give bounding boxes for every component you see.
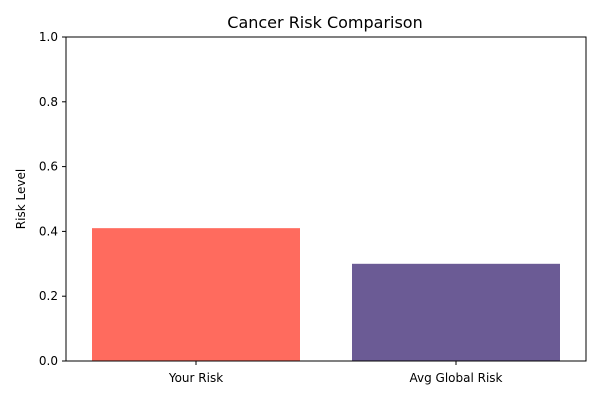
y-tick-label: 0.4 xyxy=(39,224,58,238)
axes-frame xyxy=(65,36,587,362)
y-tick-label: 0.2 xyxy=(39,289,58,303)
x-tick-label: Avg Global Risk xyxy=(409,371,502,385)
chart-title: Cancer Risk Comparison xyxy=(227,13,422,32)
y-axis-label: Risk Level xyxy=(14,169,28,229)
y-tick-label: 0.6 xyxy=(39,160,58,174)
y-tick-label: 1.0 xyxy=(39,30,58,44)
bar-your-risk xyxy=(92,228,300,361)
y-tick-label: 0.0 xyxy=(39,354,58,368)
y-tick-label: 0.8 xyxy=(39,95,58,109)
plot-area: Your Risk Avg Global Risk 0.0 0.2 0.4 0.6 0.8 1… xyxy=(39,30,587,385)
bar-avg-global-risk xyxy=(352,263,560,361)
x-tick-label: Your Risk xyxy=(168,371,223,385)
